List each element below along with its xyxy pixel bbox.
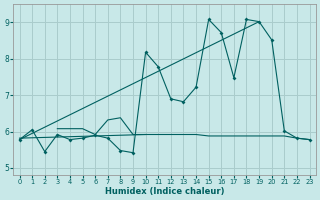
X-axis label: Humidex (Indice chaleur): Humidex (Indice chaleur) bbox=[105, 187, 224, 196]
